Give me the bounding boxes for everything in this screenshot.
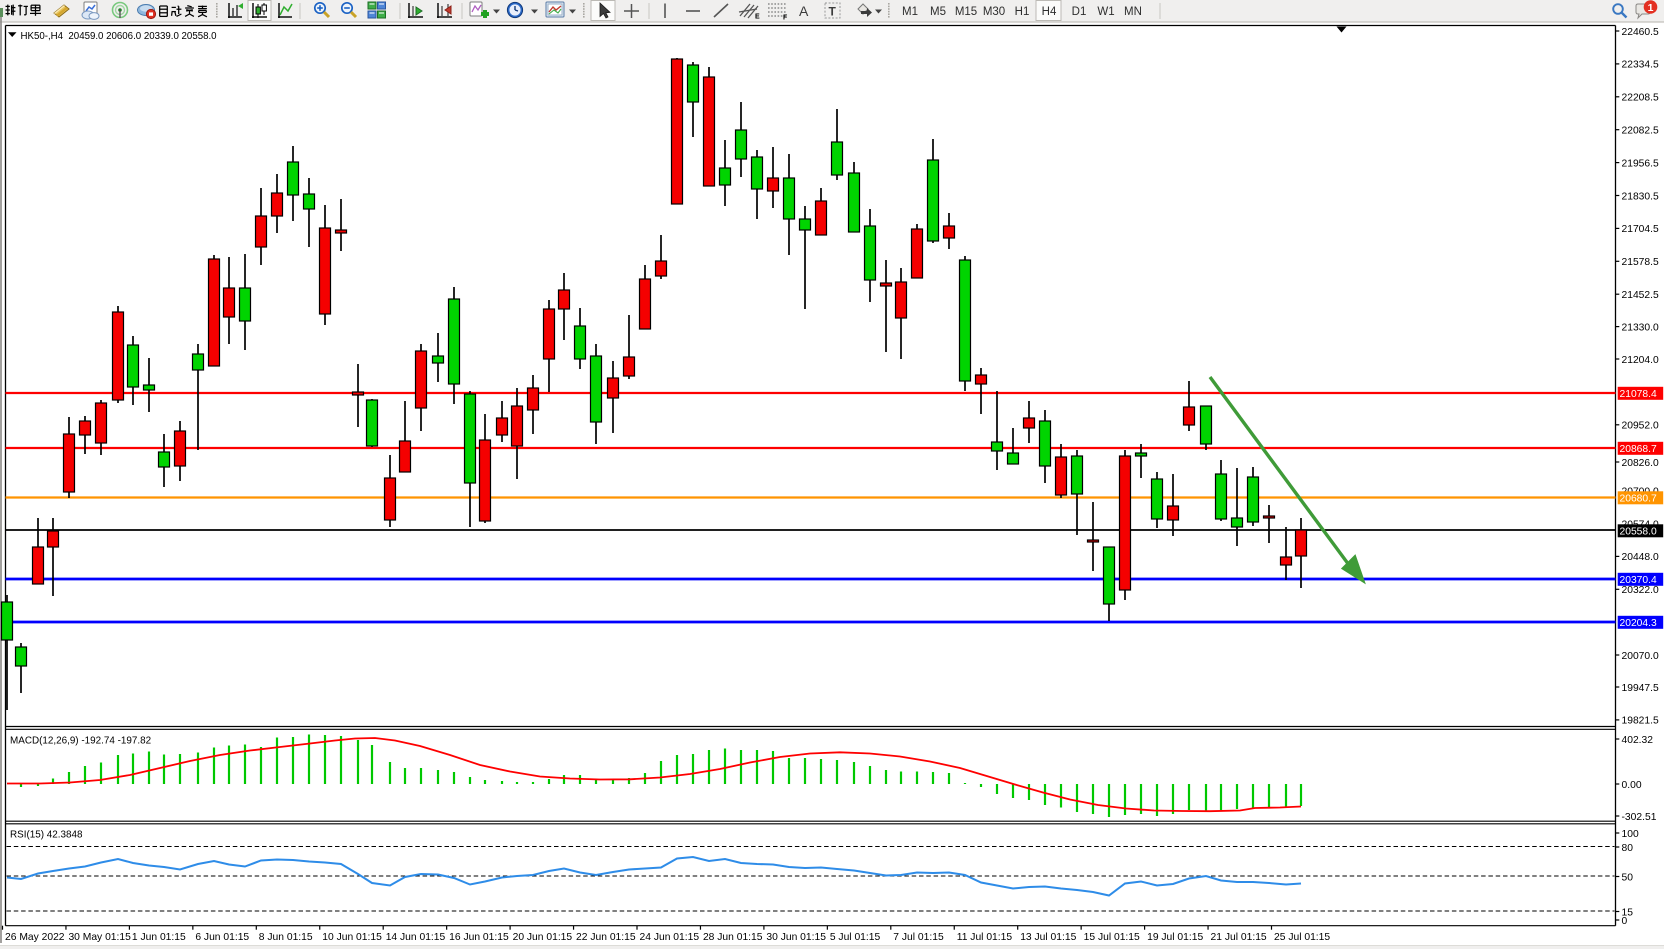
svg-text:M1: M1 — [902, 6, 918, 18]
svg-text:D1: D1 — [1072, 6, 1087, 18]
svg-text:50: 50 — [1622, 872, 1634, 883]
svg-text:19 Jul 01:15: 19 Jul 01:15 — [1147, 932, 1203, 943]
svg-text:20322.0: 20322.0 — [1622, 585, 1659, 596]
svg-text:20204.3: 20204.3 — [1620, 618, 1657, 629]
svg-text:20868.7: 20868.7 — [1620, 444, 1657, 455]
svg-text:5 Jul 01:15: 5 Jul 01:15 — [830, 932, 881, 943]
svg-text:20 Jun 01:15: 20 Jun 01:15 — [513, 932, 573, 943]
svg-text:0.00: 0.00 — [1622, 780, 1642, 791]
svg-text:15: 15 — [1622, 907, 1634, 918]
svg-text:24 Jun 01:15: 24 Jun 01:15 — [640, 932, 700, 943]
svg-text:19947.5: 19947.5 — [1622, 683, 1659, 694]
svg-text:20370.4: 20370.4 — [1620, 575, 1657, 586]
svg-text:21204.0: 21204.0 — [1622, 355, 1659, 366]
svg-text:25 Jul 01:15: 25 Jul 01:15 — [1274, 932, 1330, 943]
svg-text:20448.0: 20448.0 — [1622, 552, 1659, 563]
svg-text:H4: H4 — [1042, 6, 1057, 18]
svg-text:M15: M15 — [955, 6, 977, 18]
svg-text:20070.0: 20070.0 — [1622, 651, 1659, 662]
svg-text:H1: H1 — [1015, 6, 1030, 18]
svg-text:-302.51: -302.51 — [1622, 812, 1657, 823]
svg-text:F: F — [783, 15, 788, 22]
svg-text:402.32: 402.32 — [1622, 735, 1654, 746]
svg-text:22208.5: 22208.5 — [1622, 93, 1659, 104]
svg-text:20558.0: 20558.0 — [1620, 527, 1657, 538]
svg-text:11 Jul 01:15: 11 Jul 01:15 — [957, 932, 1013, 943]
svg-text:30 Jun 01:15: 30 Jun 01:15 — [766, 932, 826, 943]
svg-text:6 Jun 01:15: 6 Jun 01:15 — [195, 932, 249, 943]
svg-text:28 Jun 01:15: 28 Jun 01:15 — [703, 932, 763, 943]
svg-text:1: 1 — [1648, 2, 1654, 14]
svg-text:14 Jun 01:15: 14 Jun 01:15 — [386, 932, 446, 943]
svg-text:22334.5: 22334.5 — [1622, 60, 1659, 71]
svg-text:21704.5: 21704.5 — [1622, 224, 1659, 235]
svg-text:16 Jun 01:15: 16 Jun 01:15 — [449, 932, 509, 943]
svg-text:10 Jun 01:15: 10 Jun 01:15 — [322, 932, 382, 943]
svg-text:100: 100 — [1622, 829, 1639, 840]
svg-text:M30: M30 — [983, 6, 1005, 18]
svg-text:22 Jun 01:15: 22 Jun 01:15 — [576, 932, 636, 943]
svg-text:22460.5: 22460.5 — [1622, 27, 1659, 38]
svg-text:MN: MN — [1124, 6, 1142, 18]
svg-text:21452.5: 21452.5 — [1622, 290, 1659, 301]
svg-text:MACD(12,26,9) -192.74 -197.82: MACD(12,26,9) -192.74 -197.82 — [10, 735, 151, 746]
svg-text:26 May 2022: 26 May 2022 — [5, 932, 65, 943]
svg-text:20952.0: 20952.0 — [1622, 421, 1659, 432]
svg-text:20680.7: 20680.7 — [1620, 494, 1657, 505]
svg-text:30 May 01:15: 30 May 01:15 — [68, 932, 131, 943]
svg-text:21078.4: 21078.4 — [1620, 389, 1657, 400]
svg-text:T: T — [829, 5, 837, 19]
svg-text:21330.0: 21330.0 — [1622, 322, 1659, 333]
svg-text:19821.5: 19821.5 — [1622, 716, 1659, 727]
svg-text:W1: W1 — [1097, 6, 1114, 18]
svg-text:22082.5: 22082.5 — [1622, 126, 1659, 137]
svg-text:15 Jul 01:15: 15 Jul 01:15 — [1084, 932, 1140, 943]
svg-text:M5: M5 — [930, 6, 946, 18]
svg-text:13 Jul 01:15: 13 Jul 01:15 — [1020, 932, 1076, 943]
svg-text:21 Jul 01:15: 21 Jul 01:15 — [1211, 932, 1267, 943]
svg-text:21578.5: 21578.5 — [1622, 257, 1659, 268]
svg-text:A: A — [799, 3, 809, 19]
svg-text:21830.5: 21830.5 — [1622, 191, 1659, 202]
svg-text:E: E — [755, 14, 760, 21]
svg-text:21956.5: 21956.5 — [1622, 158, 1659, 169]
svg-text:0: 0 — [1622, 916, 1628, 927]
svg-text:HK50-,H4 20459.0 20606.0 2033: HK50-,H4 20459.0 20606.0 20339.0 20558.0 — [21, 31, 218, 42]
svg-text:1 Jun 01:15: 1 Jun 01:15 — [132, 932, 186, 943]
svg-text:RSI(15) 42.3848: RSI(15) 42.3848 — [10, 829, 83, 840]
svg-text:80: 80 — [1622, 843, 1634, 854]
svg-text:8 Jun 01:15: 8 Jun 01:15 — [259, 932, 313, 943]
svg-text:7 Jul 01:15: 7 Jul 01:15 — [893, 932, 944, 943]
svg-text:20826.0: 20826.0 — [1622, 458, 1659, 469]
